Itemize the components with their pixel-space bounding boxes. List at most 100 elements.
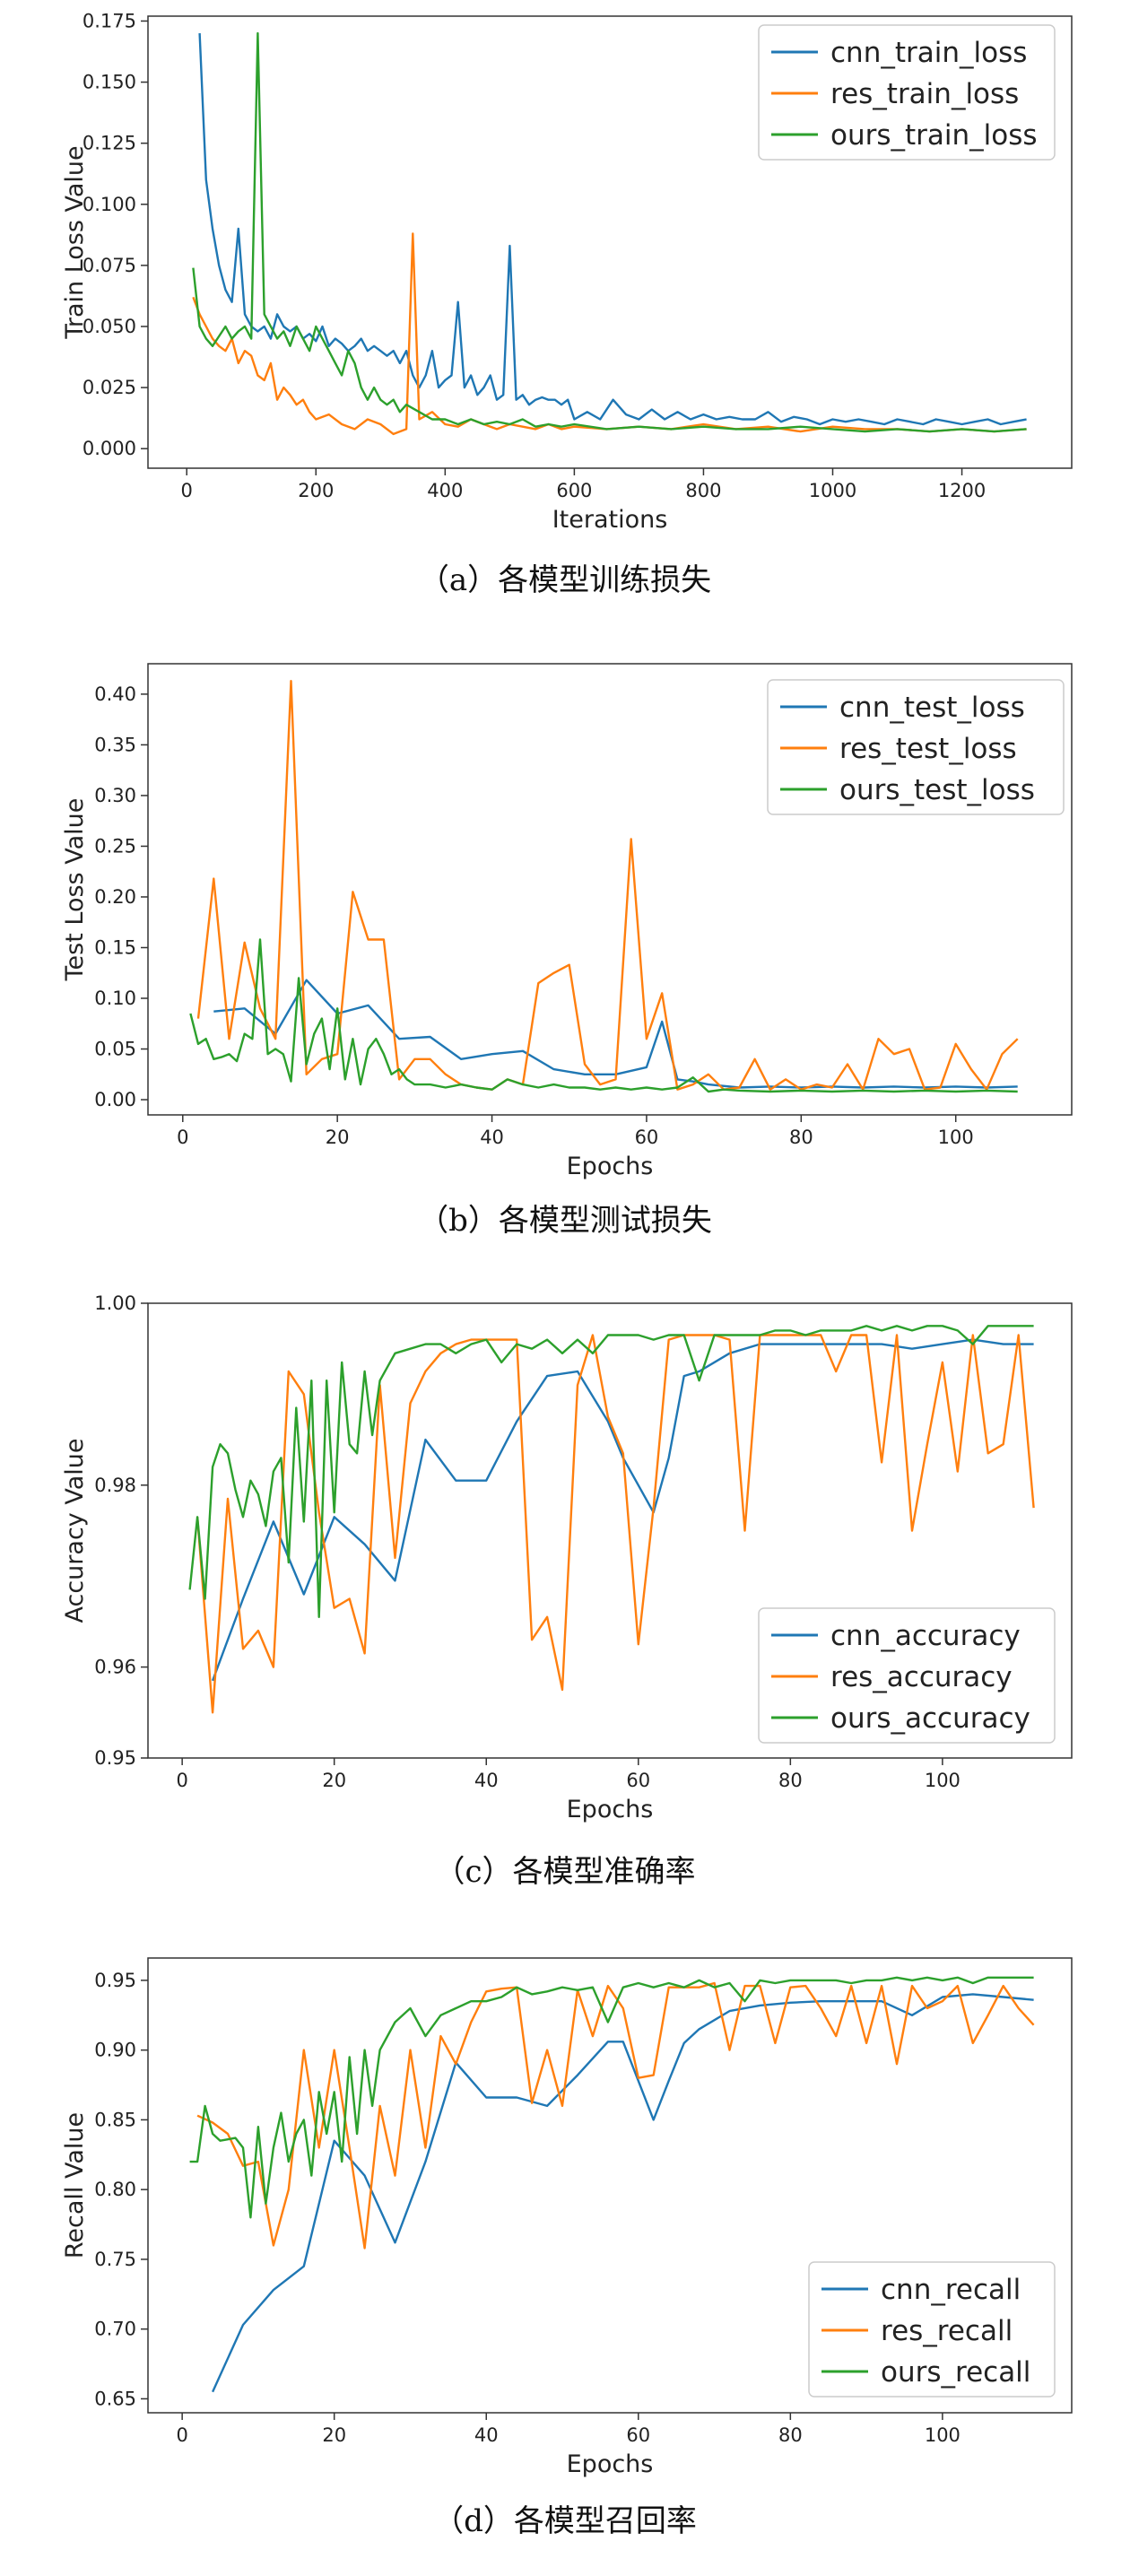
series-line-ours_recall [189,1976,1034,2219]
x-tick-label: 60 [626,1770,650,1791]
legend-label-cnn_recall: cnn_recall [881,2274,1021,2306]
y-tick-label: 0.15 [94,936,136,958]
y-tick-label: 0.65 [94,2388,136,2409]
figure-caption: （a）各模型训练损失 [419,562,711,598]
y-tick-label: 0.96 [94,1657,136,1678]
legend-label-ours_recall: ours_recall [881,2356,1030,2389]
y-tick-label: 0.20 [94,886,136,908]
y-tick-label: 0.125 [83,133,136,154]
x-tick-label: 20 [326,1127,350,1148]
figure-caption: （c）各模型准确率 [434,1854,695,1890]
legend-label-ours_test_loss: ours_test_loss [839,774,1035,806]
chart-2: 0 20 40 60 80 100 0.95 0.96 0.98 1.00 Epochs Accura… [61,1292,1073,1890]
legend-label-res_accuracy: res_accuracy [830,1661,1013,1693]
x-tick-label: 60 [635,1127,659,1148]
legend: cnn_test_loss res_test_loss ours_test_loss [767,679,1065,815]
y-axis-label: Recall Value [61,2112,89,2258]
x-tick-label: 1200 [938,480,986,501]
series-line-res_recall [196,1981,1035,2250]
legend-label-ours_train_loss: ours_train_loss [830,119,1038,152]
y-tick-label: 0.75 [94,2249,136,2270]
legend-label-cnn_test_loss: cnn_test_loss [839,692,1025,724]
x-tick-label: 100 [925,1770,960,1791]
y-tick-label: 0.00 [94,1089,136,1110]
y-tick-label: 0.30 [94,785,136,806]
legend: cnn_accuracy res_accuracy ours_accuracy [758,1607,1056,1744]
y-tick-label: 0.10 [94,988,136,1009]
legend-label-res_test_loss: res_test_loss [839,733,1017,765]
x-tick-label: 0 [177,1127,188,1148]
legend-box [758,1607,1056,1744]
x-tick-label: 40 [474,2424,499,2446]
y-tick-label: 0.70 [94,2319,136,2340]
y-tick-label: 0.90 [94,2040,136,2061]
series-line-res_test_loss [196,680,1019,1091]
series-line-ours_test_loss [189,938,1018,1093]
y-tick-label: 0.050 [83,316,136,337]
x-tick-label: 100 [938,1127,974,1148]
legend-label-cnn_train_loss: cnn_train_loss [830,37,1027,69]
y-tick-label: 0.05 [94,1039,136,1060]
legend: cnn_recall res_recall ours_recall [808,2261,1056,2398]
x-axis-label: Epochs [567,1796,654,1823]
y-tick-label: 0.98 [94,1475,136,1496]
x-tick-label: 600 [556,480,592,501]
legend-label-res_train_loss: res_train_loss [830,78,1019,110]
x-tick-label: 20 [322,1770,346,1791]
series-line-ours_train_loss [192,31,1027,433]
y-tick-label: 0.80 [94,2179,136,2200]
x-tick-label: 60 [626,2424,650,2446]
series-line-cnn_recall [212,1993,1034,2393]
y-tick-label: 0.100 [83,194,136,215]
y-tick-label: 0.95 [94,1747,136,1769]
y-tick-label: 1.00 [94,1292,136,1314]
y-axis-label: Test Loss Value [61,798,89,982]
x-tick-label: 80 [789,1127,813,1148]
x-tick-label: 20 [322,2424,346,2446]
series-line-cnn_accuracy [211,1338,1034,1682]
legend-box [758,24,1056,161]
y-tick-label: 0.000 [83,438,136,459]
chart-0: 0 200 400 600 800 1000 1200 0.000 0.025 0.050 0.07… [61,10,1073,598]
chart-3: 0 20 40 60 80 100 0.65 0.70 0.75 0.80 0.85 0.90 0.95… [61,1957,1073,2539]
legend-box [767,679,1065,815]
x-axis-label: Epochs [567,1153,654,1180]
series-line-ours_accuracy [188,1325,1034,1619]
y-tick-label: 0.95 [94,1970,136,1991]
legend: cnn_train_loss res_train_loss ours_train_l… [758,24,1056,161]
x-tick-label: 0 [176,1770,187,1791]
x-tick-label: 40 [474,1770,499,1791]
x-tick-label: 40 [480,1127,504,1148]
y-tick-label: 0.35 [94,734,136,755]
chart-1: 0 20 40 60 80 100 0.00 0.05 0.10 0.15 0.20 0.25 0.30… [61,663,1073,1239]
x-tick-label: 800 [685,480,721,501]
x-tick-label: 400 [427,480,463,501]
x-tick-label: 80 [778,1770,803,1791]
series-line-res_accuracy [196,1334,1035,1714]
y-axis-label: Train Loss Value [61,145,89,339]
x-tick-label: 0 [176,2424,187,2446]
y-tick-label: 0.25 [94,835,136,857]
figure-caption: （b）各模型测试损失 [418,1203,712,1239]
x-tick-label: 1000 [809,480,856,501]
y-tick-label: 0.85 [94,2109,136,2130]
x-tick-label: 0 [181,480,193,501]
x-tick-label: 200 [298,480,334,501]
x-axis-label: Epochs [567,2450,654,2478]
series-line-cnn_test_loss [213,979,1018,1089]
y-tick-label: 0.175 [83,10,136,31]
y-tick-label: 0.075 [83,255,136,276]
x-axis-label: Iterations [552,506,668,534]
y-tick-label: 0.40 [94,683,136,705]
legend-box [808,2261,1056,2398]
y-tick-label: 0.150 [83,72,136,93]
x-tick-label: 100 [925,2424,960,2446]
legend-label-cnn_accuracy: cnn_accuracy [830,1620,1021,1652]
figure-caption: （d）各模型召回率 [433,2503,697,2539]
legend-label-res_recall: res_recall [881,2315,1013,2347]
x-tick-label: 80 [778,2424,803,2446]
y-axis-label: Accuracy Value [61,1439,89,1623]
y-tick-label: 0.025 [83,377,136,398]
legend-label-ours_accuracy: ours_accuracy [830,1702,1030,1735]
